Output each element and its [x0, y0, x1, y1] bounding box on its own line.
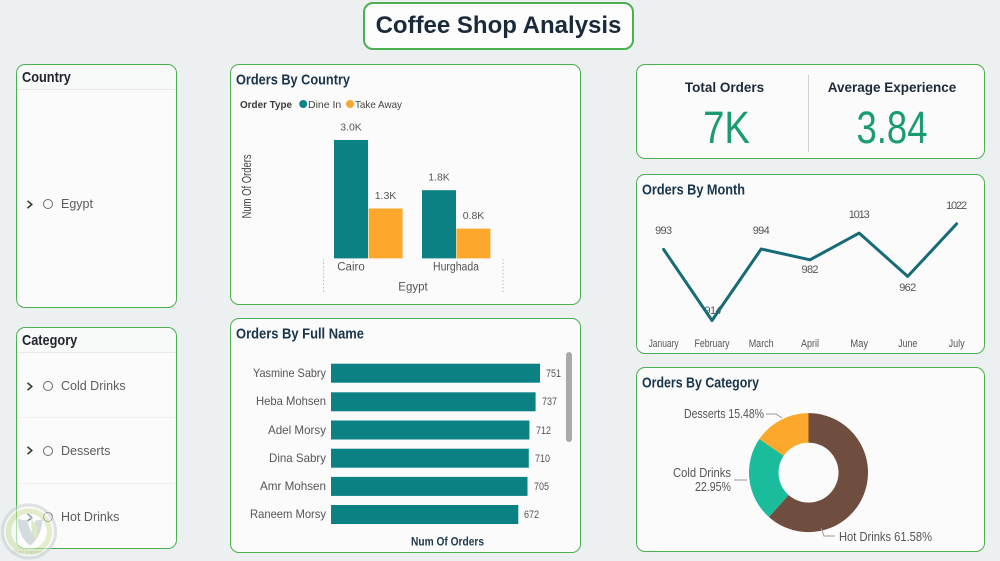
svg-text:993: 993	[655, 225, 672, 237]
svg-text:994: 994	[753, 225, 770, 237]
svg-text:962: 962	[899, 282, 916, 294]
svg-text:3.0K: 3.0K	[340, 122, 362, 134]
svg-text:1013: 1013	[849, 209, 870, 221]
svg-text:Heba Mohsen: Heba Mohsen	[256, 394, 326, 408]
svg-text:Desserts 15.48%: Desserts 15.48%	[684, 407, 764, 421]
svg-text:Hot Drinks 61.58%: Hot Drinks 61.58%	[839, 530, 932, 544]
svg-text:0.8K: 0.8K	[463, 210, 485, 222]
svg-text:Num Of Orders: Num Of Orders	[239, 154, 254, 218]
svg-text:Amr Mohsen: Amr Mohsen	[260, 479, 326, 493]
svg-text:Hurghada: Hurghada	[433, 262, 480, 274]
svg-text:April: April	[801, 338, 819, 350]
svg-text:Orders By Country: Orders By Country	[236, 72, 351, 89]
svg-text:672: 672	[524, 509, 539, 521]
svg-text:Yasmine Sabry: Yasmine Sabry	[253, 366, 326, 380]
svg-text:Adel Morsy: Adel Morsy	[268, 423, 326, 437]
svg-text:July: July	[949, 338, 965, 350]
svg-text:June: June	[898, 338, 917, 350]
svg-text:Orders By Month: Orders By Month	[642, 182, 745, 199]
svg-text:Num Of Orders: Num Of Orders	[411, 537, 484, 549]
svg-text:Cold Drinks: Cold Drinks	[673, 466, 731, 480]
svg-text:751: 751	[546, 368, 561, 380]
svg-text:Take Away: Take Away	[355, 99, 403, 111]
svg-text:982: 982	[802, 264, 819, 276]
svg-text:Order Type: Order Type	[240, 99, 292, 111]
svg-text:705: 705	[534, 481, 549, 493]
svg-text:737: 737	[542, 396, 557, 408]
svg-text:1.3K: 1.3K	[375, 190, 397, 202]
svg-text:March: March	[749, 338, 774, 350]
svg-text:710: 710	[535, 453, 550, 465]
svg-text:Raneem Morsy: Raneem Morsy	[250, 507, 326, 521]
svg-text:Dine In: Dine In	[308, 99, 341, 111]
svg-text:1022: 1022	[946, 200, 967, 212]
svg-text:22.95%: 22.95%	[695, 480, 731, 494]
svg-text:1.8K: 1.8K	[428, 172, 450, 184]
svg-text:712: 712	[536, 425, 551, 437]
svg-text:February: February	[695, 338, 730, 350]
svg-text:Dina Sabry: Dina Sabry	[269, 451, 326, 465]
svg-text:Cairo: Cairo	[337, 262, 364, 274]
svg-text:May: May	[850, 338, 868, 350]
svg-text:Orders By Full Name: Orders By Full Name	[236, 326, 364, 343]
svg-text:Cloud analytics: Cloud analytics	[12, 550, 43, 555]
svg-text:January: January	[649, 338, 679, 350]
svg-text:Egypt: Egypt	[398, 282, 428, 294]
svg-text:Orders By Category: Orders By Category	[642, 375, 760, 392]
